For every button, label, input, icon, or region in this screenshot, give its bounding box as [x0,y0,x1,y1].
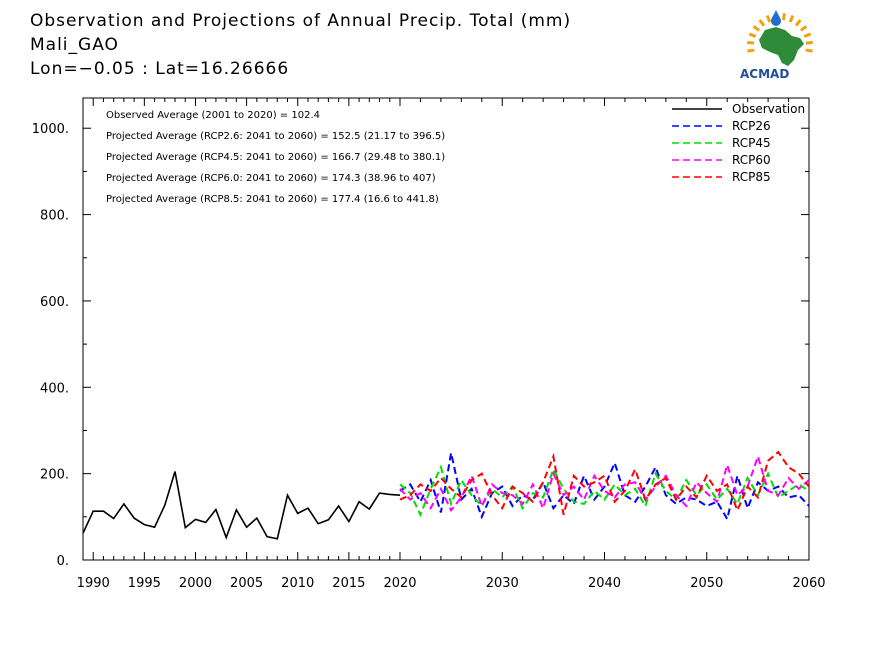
y-tick-label: 600. [40,295,69,310]
legend: Observation RCP26 RCP45 RCP60 RCP85 [672,102,805,184]
annotation-line: Observed Average (2001 to 2020) = 102.4 [106,110,320,121]
x-tick-label: 2020 [383,576,416,591]
logo-ray [788,15,795,23]
annotation-line: Projected Average (RCP2.6: 2041 to 2060)… [106,131,445,142]
x-tick-label: 2005 [230,576,263,591]
y-tick-label: 400. [40,381,69,396]
series-line-observation [82,471,401,540]
station-coordinates: Lon=−0.05 : Lat=16.26666 [30,59,289,79]
annotation-line: Projected Average (RCP4.5: 2041 to 2060)… [106,152,445,163]
logo-ray [805,48,813,53]
acmad-logo: ACMAD [740,10,813,81]
logo-ray [781,13,786,21]
y-tick-label: 1000. [32,122,69,137]
logo-ray [748,32,757,38]
x-tick-label: 2050 [690,576,723,591]
water-drop-icon [771,10,781,26]
series-line-rcp45 [399,464,810,518]
axis-ticks [83,98,810,561]
x-tick-label: 1995 [128,576,161,591]
logo-ray [752,25,761,32]
legend-label: RCP60 [732,153,771,167]
x-tick-label: 1990 [77,576,110,591]
y-tick-label: 0. [57,554,69,569]
logo-ray [794,19,802,27]
legend-label: RCP45 [732,136,771,150]
station-name: Mali_GAO [30,35,119,55]
series-lines [82,450,810,540]
legend-label: Observation [732,102,805,116]
annotation-line: Projected Average (RCP8.5: 2041 to 2060)… [106,194,439,205]
series-line-rcp60 [399,453,810,513]
legend-label: RCP26 [732,119,771,133]
y-axis-labels: 0. 200. 400. 600. 800. 1000. [32,122,69,569]
x-tick-label: 2030 [486,576,519,591]
plot-frame [82,97,810,561]
x-tick-label: 2040 [588,576,621,591]
x-axis-labels: 1990 1995 2000 2005 2010 2015 2020 2030 2040 2050… [77,576,826,591]
annotation-line: Projected Average (RCP6.0: 2041 to 2060)… [106,173,436,184]
chart-title: Observation and Projections of Annual Pr… [30,11,571,31]
series-line-rcp26 [399,452,810,522]
x-tick-label: 2060 [792,576,825,591]
legend-label: RCP85 [732,170,771,184]
logo-ray [799,25,808,32]
logo-ray [805,40,813,45]
logo-ray [803,32,812,38]
africa-map-icon [759,27,804,66]
logo-ray [765,15,772,23]
logo-ray [747,40,755,45]
y-tick-label: 200. [40,468,69,483]
logo-text: ACMAD [740,67,789,81]
x-tick-label: 2010 [281,576,314,591]
y-tick-label: 800. [40,209,69,224]
x-tick-label: 2015 [332,576,365,591]
logo-ray [758,19,766,27]
logo-rays-icon [747,13,813,53]
x-tick-label: 2000 [179,576,212,591]
logo-ray [747,48,755,53]
annotation-block: Observed Average (2001 to 2020) = 102.4 P… [106,110,445,205]
